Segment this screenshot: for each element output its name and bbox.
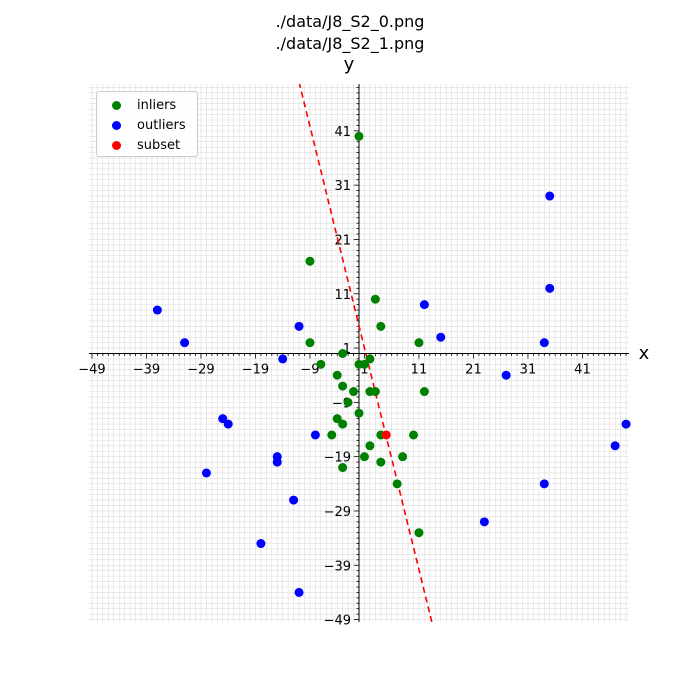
outliers-point [256, 539, 266, 549]
legend-label-outliers: outliers [137, 117, 186, 133]
x-tick-label: 31 [520, 363, 537, 378]
inliers-point [343, 397, 353, 407]
inliers-point [354, 408, 364, 418]
outliers-point [479, 517, 489, 527]
outliers-point [201, 468, 211, 478]
legend-item-inliers: inliers [103, 95, 191, 115]
outliers-point [501, 370, 511, 380]
x-tick-label: 21 [465, 363, 482, 378]
y-tick-label: −19 [324, 451, 351, 466]
inliers-point [359, 452, 369, 462]
x-tick-label: 1 [360, 363, 368, 378]
outliers-point [545, 283, 555, 293]
outliers-point [610, 441, 620, 451]
x-axis-label: x [639, 343, 650, 364]
inliers-point [376, 457, 386, 467]
x-tick-label: 11 [411, 363, 428, 378]
x-tick-label: −49 [78, 363, 105, 378]
outliers-point [180, 338, 190, 348]
inliers-point [414, 528, 424, 538]
inliers-point [370, 294, 380, 304]
outliers-point [436, 332, 446, 342]
inliers-point [398, 452, 408, 462]
inliers-point [409, 430, 418, 440]
chart-title-line-1: ./data/J8_S2_0.png [275, 12, 425, 31]
x-tick-label: −19 [242, 363, 269, 378]
outliers-point [152, 305, 162, 315]
legend: inliers outliers subset [96, 91, 198, 157]
outliers-point [223, 419, 233, 429]
inliers-point [332, 370, 342, 380]
inliers-point [338, 463, 348, 473]
y-tick-label: 31 [334, 179, 351, 194]
x-tick-label: −9 [300, 363, 319, 378]
inliers-point [365, 354, 375, 364]
inliers-point [354, 131, 364, 141]
outliers-point [289, 495, 299, 505]
y-tick-label: −29 [324, 505, 351, 520]
y-tick-label: 21 [334, 233, 351, 248]
inliers-point [414, 338, 424, 348]
y-axis-label: y [344, 54, 355, 75]
outliers-point [272, 457, 282, 467]
outliers-point [621, 419, 631, 429]
inliers-point [327, 430, 337, 440]
legend-label-inliers: inliers [137, 97, 177, 113]
y-tick-label: 1 [343, 342, 351, 357]
inliers-point [419, 387, 429, 397]
outliers-point [539, 338, 549, 348]
outliers-point [310, 430, 320, 440]
outliers-point [539, 479, 549, 489]
outliers-point [545, 191, 555, 201]
inliers-point [338, 349, 348, 358]
inliers-point [359, 359, 369, 369]
y-tick-label: 41 [334, 125, 351, 140]
outliers-point [218, 414, 228, 424]
legend-label-subset: subset [137, 137, 181, 153]
inliers-point [338, 381, 348, 391]
outliers-point [294, 321, 304, 331]
y-tick-label: −39 [324, 559, 351, 574]
inliers-point [376, 321, 386, 331]
legend-marker-inliers [112, 100, 121, 110]
inliers-point [392, 479, 402, 489]
legend-marker-outliers [112, 120, 121, 130]
outliers-point [278, 354, 288, 364]
y-tick-label: 11 [334, 288, 351, 303]
x-tick-label: −39 [133, 363, 160, 378]
inliers-point [316, 359, 326, 369]
subset-point [381, 430, 391, 440]
inliers-point [365, 441, 375, 451]
chart-title-line-2: ./data/J8_S2_1.png [275, 34, 425, 53]
y-tick-label: −49 [324, 614, 351, 629]
tick-labels: −49−49−39−39−29−29−19−19−9−9111111212131… [78, 125, 590, 629]
inliers-point [370, 387, 380, 397]
legend-item-subset: subset [103, 135, 191, 155]
fit-line-group [298, 84, 433, 622]
outliers-point [419, 300, 429, 310]
inliers-point [305, 256, 315, 266]
inliers-point [305, 338, 315, 348]
axes [89, 84, 629, 622]
fit-line [298, 84, 433, 622]
inliers-point [338, 419, 348, 429]
inliers-point [332, 414, 342, 424]
outliers-point [294, 587, 304, 597]
legend-marker-subset [112, 140, 121, 150]
data-points [152, 131, 631, 597]
x-tick-label: 41 [574, 363, 591, 378]
legend-item-outliers: outliers [103, 115, 191, 135]
inliers-point [349, 387, 359, 397]
x-tick-label: −29 [187, 363, 214, 378]
